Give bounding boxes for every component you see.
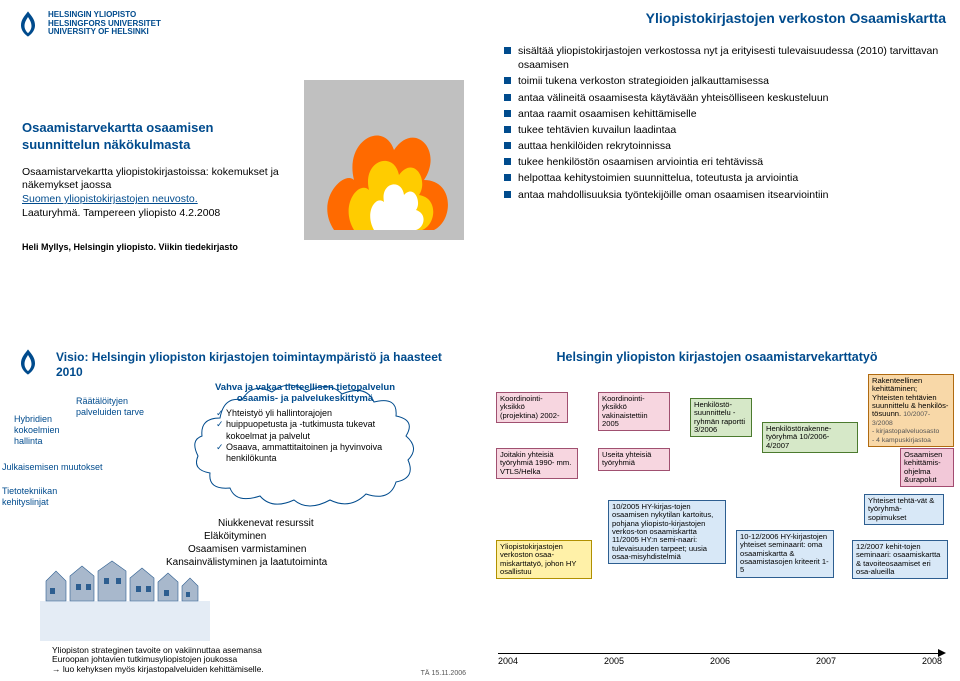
slide-top-left: HELSINGIN YLIOPISTO HELSINGFORS UNIVERSI… bbox=[0, 0, 480, 340]
q2-list: sisältää yliopistokirjastojen verkostoss… bbox=[494, 44, 946, 202]
q1-body: Osaamistarvekartta osaamisen suunnittelu… bbox=[22, 120, 282, 252]
slide-bottom-right: Helsingin yliopiston kirjastojen osaamis… bbox=[480, 340, 960, 681]
timeline-year: 2007 bbox=[816, 656, 836, 666]
cloud-content: Vahva ja vakaa tieteellisen tietopalvelu… bbox=[200, 382, 410, 464]
q2-title: Yliopistokirjastojen verkoston Osaamiska… bbox=[494, 10, 946, 26]
timeline-year: 2008 bbox=[922, 656, 942, 666]
bottom-row: Visio: Helsingin yliopiston kirjastojen … bbox=[0, 340, 960, 681]
q3-line: Osaamisen varmistaminen bbox=[188, 544, 327, 555]
q2-item: auttaa henkilöiden rekrytoinnissa bbox=[504, 139, 946, 153]
box-2005-kartoitus: 10/2005 HY-kirjas-tojen osaamisen nykyti… bbox=[608, 500, 726, 564]
box-2006-seminaarit: 10-12/2006 HY-kirjastojen yhteiset semin… bbox=[736, 530, 834, 578]
box-henkilosuunnittelu: Henkilöstö-suunnittelu -ryhmän raportti … bbox=[690, 398, 752, 437]
slide-top-right: Yliopistokirjastojen verkoston Osaamiska… bbox=[480, 0, 960, 340]
box-koordinointi-2005: Koordinointi-yksikkö vakinaistettiin 200… bbox=[598, 392, 670, 431]
q2-item: antaa raamit osaamisen kehittämiselle bbox=[504, 107, 946, 121]
q2-item: sisältää yliopistokirjastojen verkostoss… bbox=[504, 44, 946, 72]
q3-line: Kansainvälistyminen ja laatutoiminta bbox=[166, 557, 327, 568]
q2-item: antaa välineitä osaamisesta käytävään yh… bbox=[504, 91, 946, 105]
q2-item: tukee tehtävien kuvailun laadintaa bbox=[504, 123, 946, 137]
q1-link[interactable]: Suomen yliopistokirjastojen neuvosto. bbox=[22, 193, 198, 205]
cloud-list: Yhteistyö yli hallintorajojen huippuopet… bbox=[200, 408, 410, 464]
q2-item: tukee henkilöstön osaamisen arviointia e… bbox=[504, 155, 946, 169]
fire-icon bbox=[304, 80, 464, 240]
label-julkaisemisen: Julkaisemisen muutokset bbox=[2, 462, 122, 473]
logo-text: HELSINGIN YLIOPISTO HELSINGFORS UNIVERSI… bbox=[48, 11, 161, 37]
timeline-arrow-icon bbox=[938, 649, 946, 657]
box-koordinointi-2002: Koordinointi-yksikkö (projektina) 2002- bbox=[496, 392, 568, 423]
box-tyoryhmat-1990: Joitakin yhteisiä työryhmiä 1990- mm. VT… bbox=[496, 448, 578, 479]
q1-para-a: Osaamistarvekartta yliopistokirjastoissa… bbox=[22, 166, 279, 192]
cloud-item: huippuopetusta ja -tutkimusta tukevat ko… bbox=[216, 419, 410, 442]
label-raataloityjen: Räätälöityjen palveluiden tarve bbox=[76, 396, 156, 418]
q1-para-b: Laaturyhmä. Tampereen yliopisto 4.2.2008 bbox=[22, 207, 220, 219]
box-yhteiset-tehtavat: Yhteiset tehtä-vät & työryhmä-sopimukset bbox=[864, 494, 944, 525]
box-rakenteellinen: Rakenteellinen kehittäminen; Yhteisten t… bbox=[868, 374, 954, 447]
q2-item: antaa mahdollisuuksia työntekijöille oma… bbox=[504, 188, 946, 202]
timeline-year: 2006 bbox=[710, 656, 730, 666]
box-useita-tyoryhmia: Useita yhteisiä työryhmiä bbox=[598, 448, 670, 471]
box-2007-seminaari: 12/2007 kehit-tojen seminaari: osaamiska… bbox=[852, 540, 948, 579]
box-henkirakenne: Henkilöstörakenne-työryhmä 10/2006- 4/20… bbox=[762, 422, 858, 453]
flame-logo-icon bbox=[14, 348, 42, 376]
cloud-heading: Vahva ja vakaa tieteellisen tietopalvelu… bbox=[200, 382, 410, 404]
university-logo: HELSINGIN YLIOPISTO HELSINGFORS UNIVERSI… bbox=[14, 10, 466, 38]
q2-item: toimii tukena verkoston strategioiden ja… bbox=[504, 74, 946, 88]
q2-item: helpottaa kehitystoimien suunnittelua, t… bbox=[504, 171, 946, 185]
cloud-item: Osaava, ammattitaitoinen ja hyvinvoiva h… bbox=[216, 442, 410, 465]
q1-paragraph: Osaamistarvekartta yliopistokirjastoissa… bbox=[22, 166, 282, 221]
q3-date: TÄ 15.11.2006 bbox=[421, 670, 466, 677]
university-logo bbox=[14, 348, 42, 376]
q1-heading: Osaamistarvekartta osaamisen suunnittelu… bbox=[22, 120, 282, 154]
label-tietotekniikan: Tietotekniikan kehityslinjat bbox=[2, 486, 92, 508]
q3-foot-c: luo kehyksen myös kirjastopalveluiden ke… bbox=[63, 664, 264, 674]
timeline-year: 2004 bbox=[498, 656, 518, 666]
q3-lines: Niukkenevat resurssit Eläköityminen Osaa… bbox=[218, 518, 327, 570]
q3-title: Visio: Helsingin yliopiston kirjastojen … bbox=[56, 350, 466, 380]
timeline-year: 2005 bbox=[604, 656, 624, 666]
page: HELSINGIN YLIOPISTO HELSINGFORS UNIVERSI… bbox=[0, 0, 960, 681]
box-verkoston-osaamiskartta: Yliopistokirjastojen verkoston osaa-misk… bbox=[496, 540, 592, 579]
timeline-years: 2004 2005 2006 2007 2008 bbox=[498, 654, 942, 666]
arrow-right-icon: → bbox=[52, 664, 63, 674]
flame-logo-icon bbox=[14, 10, 42, 38]
q3-foot-a: Yliopiston strateginen tavoite on vakiin… bbox=[52, 645, 262, 655]
slide-bottom-left: Visio: Helsingin yliopiston kirjastojen … bbox=[0, 340, 480, 681]
box-osaamis-ohjelma: Osaamisen kehittämis-ohjelma &urapolut bbox=[900, 448, 954, 487]
b10-d: - 4 kampuskirjastoa bbox=[872, 437, 931, 444]
q3-foot-b: Euroopan johtavien tutkimusyliopistojen … bbox=[52, 654, 237, 664]
timeline: 2004 2005 2006 2007 2008 bbox=[498, 653, 942, 669]
logo-line-3: UNIVERSITY OF HELSINKI bbox=[48, 28, 161, 37]
q3-line: Niukkenevat resurssit bbox=[218, 518, 327, 529]
q3-line: Eläköityminen bbox=[204, 531, 327, 542]
top-row: HELSINGIN YLIOPISTO HELSINGFORS UNIVERSI… bbox=[0, 0, 960, 340]
label-hybridien: Hybridien kokoelmien hallinta bbox=[14, 414, 74, 446]
b10-c: - kirjastopalveluosasto bbox=[872, 428, 939, 435]
cloud-item: Yhteistyö yli hallintorajojen bbox=[216, 408, 410, 419]
q4-title: Helsingin yliopiston kirjastojen osaamis… bbox=[488, 350, 946, 365]
q3-footer: Yliopiston strateginen tavoite on vakiin… bbox=[52, 646, 432, 675]
q1-footer: Heli Myllys, Helsingin yliopisto. Viikin… bbox=[22, 242, 282, 252]
